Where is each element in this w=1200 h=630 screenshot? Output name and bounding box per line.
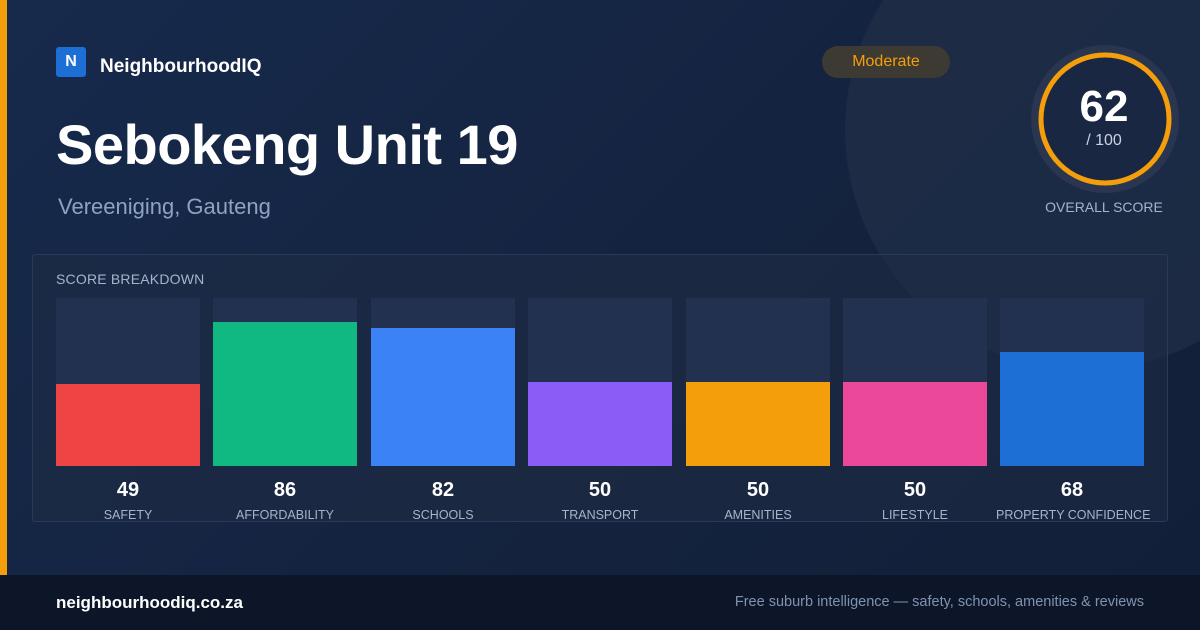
bar-column: 82 SCHOOLS — [371, 298, 515, 524]
bar-track — [686, 298, 830, 466]
overall-score-label: OVERALL SCORE — [1045, 199, 1163, 215]
bar-affordability — [213, 322, 357, 466]
bar-track — [528, 298, 672, 466]
score-ring — [1031, 45, 1179, 193]
bar-column: 50 AMENITIES — [686, 298, 830, 524]
bar-value-label: 50 — [746, 479, 770, 501]
bar-lifestyle — [843, 382, 987, 466]
bar-value-label: 50 — [588, 479, 612, 501]
score-bar-chart: 49 SAFETY 86 AFFORDABILITY 82 SCHOOLS 50 TRANSP… — [56, 298, 1150, 524]
footer-domain-link[interactable]: neighbourhoodiq.co.za — [56, 593, 243, 612]
bar-category-label: AMENITIES — [724, 508, 792, 522]
location-subtitle: Vereeniging, Gauteng — [58, 194, 271, 219]
bar-category-label: PROPERTY CONFIDENCE — [996, 508, 1151, 522]
bar-transport — [528, 382, 672, 466]
bar-value-label: 68 — [1060, 479, 1084, 501]
bar-column: 68 PROPERTY CONFIDENCE — [996, 298, 1150, 524]
bar-safety — [56, 384, 200, 466]
accent-bar — [0, 0, 7, 575]
bar-value-label: 86 — [273, 479, 297, 501]
bar-value-label: 82 — [431, 479, 455, 501]
bar-value-label: 49 — [116, 479, 140, 501]
bar-track — [1000, 298, 1144, 466]
bar-track — [843, 298, 987, 466]
bar-value-label: 50 — [903, 479, 927, 501]
breakdown-title: SCORE BREAKDOWN — [56, 271, 205, 287]
bar-property-confidence — [1000, 352, 1144, 466]
footer-tagline: Free suburb intelligence — safety, schoo… — [734, 594, 1144, 610]
page-title: Sebokeng Unit 19 — [56, 113, 518, 176]
bar-category-label: SAFETY — [103, 508, 153, 522]
bar-track — [213, 298, 357, 466]
bar-column: 86 AFFORDABILITY — [213, 298, 357, 524]
logo-mark-icon: N — [56, 47, 86, 77]
bar-category-label: AFFORDABILITY — [236, 508, 334, 522]
bar-amenities — [686, 382, 830, 466]
bar-track — [56, 298, 200, 466]
brand-logo[interactable]: N NeighbourhoodIQ — [56, 46, 261, 78]
rating-badge: Moderate — [822, 46, 950, 78]
bar-category-label: LIFESTYLE — [882, 508, 948, 522]
score-ring-progress — [1038, 52, 1172, 186]
bar-column: 50 LIFESTYLE — [843, 298, 987, 524]
bar-column: 50 TRANSPORT — [528, 298, 672, 524]
bar-schools — [371, 328, 515, 466]
share-card: N NeighbourhoodIQ Sebokeng Unit 19 Veree… — [0, 0, 1200, 575]
overall-score-value: 62 — [1079, 82, 1129, 131]
bar-category-label: TRANSPORT — [561, 508, 639, 522]
brand-name: NeighbourhoodIQ — [100, 56, 262, 77]
bar-column: 49 SAFETY — [56, 298, 200, 524]
overall-score-max: / 100 — [1086, 132, 1122, 149]
bar-category-label: SCHOOLS — [412, 508, 474, 522]
footer: neighbourhoodiq.co.za Free suburb intell… — [0, 575, 1200, 630]
bar-track — [371, 298, 515, 466]
